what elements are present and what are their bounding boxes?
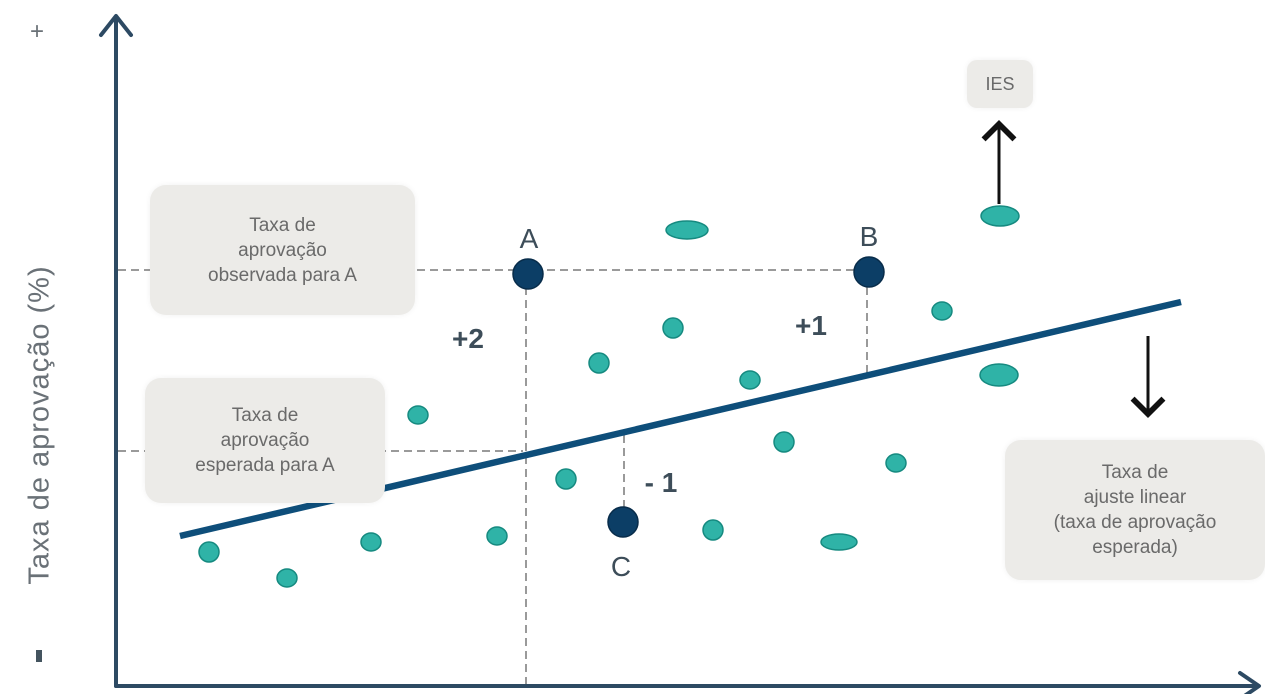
scatter-point: [739, 370, 761, 390]
callout-line: esperada): [1092, 537, 1178, 558]
ies-label: IES: [985, 73, 1015, 94]
key-points: [512, 256, 885, 538]
ies-callout: IES: [967, 60, 1033, 108]
scatter-point: [885, 453, 907, 473]
point-a-marker: [512, 258, 544, 290]
delta-c-label: - 1: [645, 467, 678, 498]
point-c-label: C: [611, 551, 631, 582]
scatter-point: [276, 568, 298, 588]
scatter-point: [820, 533, 858, 551]
scatter-point: [931, 301, 953, 321]
callout-line: Taxa de: [249, 214, 316, 236]
callout-line: Taxa de: [231, 405, 299, 426]
point-a-label: A: [520, 223, 539, 254]
point-c-marker: [607, 506, 639, 538]
callout-line: aprovação: [238, 239, 327, 261]
callout-line: (taxa de aprovação: [1053, 512, 1217, 533]
scatter-point: [979, 363, 1019, 387]
observed-rate-callout: Taxa de aprovação observada para A: [150, 185, 415, 315]
point-b-marker: [853, 256, 885, 288]
scatter-point: [555, 468, 577, 490]
scatter-point: [360, 532, 382, 552]
linear-fit-callout: Taxa de ajuste linear (taxa de aprovação…: [1005, 440, 1265, 580]
y-axis-plus-sign: +: [30, 18, 45, 45]
scatter-point: [588, 352, 610, 374]
callout-line: aprovação: [220, 430, 310, 451]
point-b-label: B: [860, 221, 879, 252]
scatter-point: [407, 405, 429, 425]
callout-line: esperada para A: [195, 455, 335, 476]
y-axis-minus-sign: [36, 650, 42, 662]
scatter-points: [198, 205, 1020, 588]
scatter-point: [198, 541, 220, 563]
y-axis-arrowhead: [99, 14, 133, 37]
callout-line: ajuste linear: [1083, 487, 1187, 508]
callout-line: observada para A: [208, 264, 357, 286]
axes: [99, 14, 1261, 694]
callout-line: Taxa de: [1101, 462, 1169, 483]
delta-b-label: +1: [795, 310, 827, 341]
scatter-point: [662, 317, 684, 339]
expected-rate-callout: Taxa de aprovação esperada para A: [145, 378, 385, 503]
scatter-point: [773, 431, 795, 453]
scatter-point: [665, 220, 709, 240]
x-axis-arrowhead: [1238, 671, 1261, 694]
y-axis-label: Taxa de aprovação (%): [23, 265, 56, 585]
scatter-point: [486, 526, 508, 546]
scatter-point: [702, 519, 724, 541]
scatter-point: [980, 205, 1020, 227]
delta-a-label: +2: [452, 323, 484, 354]
